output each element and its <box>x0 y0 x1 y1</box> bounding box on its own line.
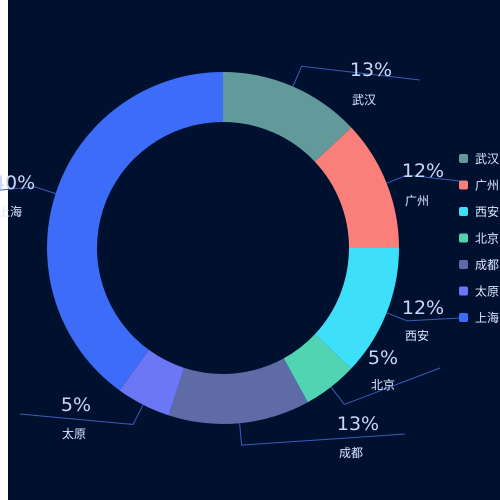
percent-label-太原: 5% <box>61 394 91 416</box>
leader-line-武汉 <box>292 65 421 87</box>
leader-line-成都 <box>239 423 406 446</box>
leader-line-西安 <box>386 312 461 322</box>
legend-swatch-广州[interactable] <box>459 180 468 190</box>
slice-成都[interactable] <box>168 358 308 424</box>
percent-label-上海: 40% <box>0 172 35 194</box>
slice-group <box>47 72 399 424</box>
legend-swatch-成都[interactable] <box>459 260 468 269</box>
leader-line-上海 <box>0 186 56 195</box>
legend-label-广州[interactable]: 广州 <box>475 179 499 193</box>
slice-上海[interactable] <box>47 72 223 391</box>
slice-name-label-上海: 上海 <box>0 204 22 219</box>
legend-label-武汉[interactable]: 武汉 <box>475 152 499 166</box>
leader-line-广州 <box>386 174 461 184</box>
legend-swatch-上海[interactable] <box>459 313 468 322</box>
legend-swatch-北京[interactable] <box>459 233 468 243</box>
slice-name-label-武汉: 武汉 <box>352 93 376 107</box>
window-edge <box>0 0 8 500</box>
label-group: 13% 武汉 12% 广州 12% 西安 5% 北京 13% 成都 5% 太原 40% 上海 <box>0 59 461 460</box>
percent-label-西安: 12% <box>402 297 444 319</box>
slice-name-label-太原: 太原 <box>62 426 86 441</box>
slice-武汉[interactable] <box>223 72 352 162</box>
legend-swatch-太原[interactable] <box>459 286 468 296</box>
slice-name-label-西安: 西安 <box>405 328 429 343</box>
slice-name-label-北京: 北京 <box>371 378 395 392</box>
slice-name-label-成都: 成都 <box>339 446 363 460</box>
legend-label-太原[interactable]: 太原 <box>475 284 499 299</box>
legend-label-北京[interactable]: 北京 <box>475 232 499 246</box>
slice-太原[interactable] <box>119 349 185 416</box>
leader-line-太原 <box>19 404 144 425</box>
legend-swatch-武汉[interactable] <box>459 154 468 163</box>
percent-label-成都: 13% <box>337 413 379 435</box>
slice-广州[interactable] <box>314 127 399 248</box>
legend-swatch-西安[interactable] <box>459 207 468 216</box>
slice-name-label-广州: 广州 <box>405 194 429 208</box>
percent-label-武汉: 13% <box>350 59 392 81</box>
percent-label-北京: 5% <box>368 347 398 369</box>
legend-label-上海[interactable]: 上海 <box>475 310 499 325</box>
legend-label-西安[interactable]: 西安 <box>475 204 499 219</box>
percent-label-广州: 12% <box>402 160 444 182</box>
legend-label-成都[interactable]: 成都 <box>475 258 499 272</box>
leader-line-北京 <box>330 367 441 406</box>
slice-北京[interactable] <box>283 334 352 403</box>
slice-西安[interactable] <box>314 248 399 369</box>
